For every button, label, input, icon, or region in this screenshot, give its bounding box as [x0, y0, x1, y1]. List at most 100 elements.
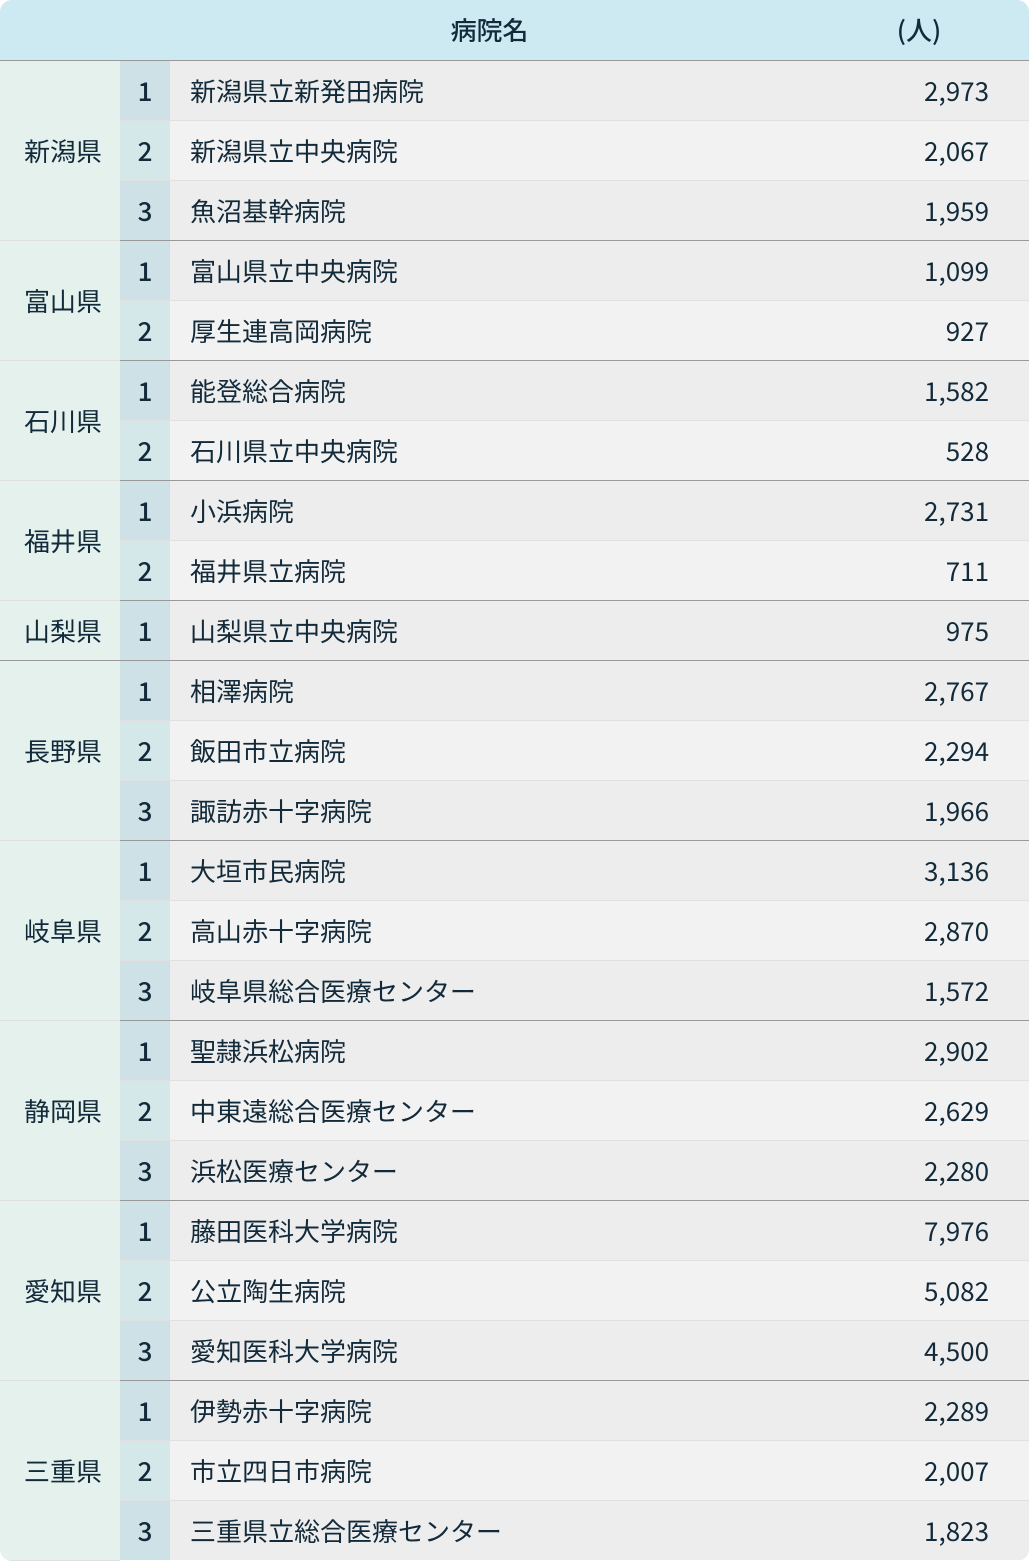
value-cell: 2,067: [809, 120, 1029, 180]
header-blank-pref: [0, 0, 120, 60]
table-row: 石川県1能登総合病院1,582: [0, 360, 1029, 420]
value-cell: 975: [809, 600, 1029, 660]
rank-cell: 3: [120, 780, 170, 840]
value-cell: 1,572: [809, 960, 1029, 1020]
hospital-name-cell: 聖隷浜松病院: [170, 1020, 809, 1080]
hospital-name-cell: 山梨県立中央病院: [170, 600, 809, 660]
table-row: 静岡県1聖隷浜松病院2,902: [0, 1020, 1029, 1080]
table-row: 2公立陶生病院5,082: [0, 1260, 1029, 1320]
table-row: 富山県1富山県立中央病院1,099: [0, 240, 1029, 300]
hospital-name-cell: 福井県立病院: [170, 540, 809, 600]
rank-cell: 1: [120, 1380, 170, 1440]
value-cell: 1,959: [809, 180, 1029, 240]
header-value: (人): [809, 0, 1029, 60]
hospital-name-cell: 市立四日市病院: [170, 1440, 809, 1500]
table-row: 2中東遠総合医療センター2,629: [0, 1080, 1029, 1140]
table-row: 3岐阜県総合医療センター1,572: [0, 960, 1029, 1020]
hospital-name-cell: 中東遠総合医療センター: [170, 1080, 809, 1140]
rank-cell: 2: [120, 900, 170, 960]
rank-cell: 2: [120, 1440, 170, 1500]
prefecture-cell: 石川県: [0, 360, 120, 480]
hospital-name-cell: 伊勢赤十字病院: [170, 1380, 809, 1440]
rank-cell: 3: [120, 180, 170, 240]
value-cell: 1,582: [809, 360, 1029, 420]
value-cell: 3,136: [809, 840, 1029, 900]
hospital-name-cell: 藤田医科大学病院: [170, 1200, 809, 1260]
hospital-name-cell: 公立陶生病院: [170, 1260, 809, 1320]
hospital-name-cell: 石川県立中央病院: [170, 420, 809, 480]
value-cell: 927: [809, 300, 1029, 360]
value-cell: 7,976: [809, 1200, 1029, 1260]
rank-cell: 2: [120, 720, 170, 780]
table-row: 2高山赤十字病院2,870: [0, 900, 1029, 960]
table-body: 新潟県1新潟県立新発田病院2,9732新潟県立中央病院2,0673魚沼基幹病院1…: [0, 60, 1029, 1560]
value-cell: 2,902: [809, 1020, 1029, 1080]
prefecture-cell: 静岡県: [0, 1020, 120, 1200]
hospital-name-cell: 小浜病院: [170, 480, 809, 540]
value-cell: 4,500: [809, 1320, 1029, 1380]
prefecture-cell: 長野県: [0, 660, 120, 840]
table-row: 3諏訪赤十字病院1,966: [0, 780, 1029, 840]
rank-cell: 1: [120, 60, 170, 120]
hospital-name-cell: 能登総合病院: [170, 360, 809, 420]
hospital-name-cell: 浜松医療センター: [170, 1140, 809, 1200]
value-cell: 1,099: [809, 240, 1029, 300]
value-cell: 5,082: [809, 1260, 1029, 1320]
rank-cell: 1: [120, 240, 170, 300]
prefecture-cell: 愛知県: [0, 1200, 120, 1380]
prefecture-cell: 三重県: [0, 1380, 120, 1560]
table-row: 3愛知医科大学病院4,500: [0, 1320, 1029, 1380]
table-row: 3魚沼基幹病院1,959: [0, 180, 1029, 240]
rank-cell: 1: [120, 360, 170, 420]
value-cell: 1,966: [809, 780, 1029, 840]
value-cell: 2,870: [809, 900, 1029, 960]
rank-cell: 1: [120, 600, 170, 660]
table-row: 新潟県1新潟県立新発田病院2,973: [0, 60, 1029, 120]
table-row: 2新潟県立中央病院2,067: [0, 120, 1029, 180]
hospital-name-cell: 魚沼基幹病院: [170, 180, 809, 240]
value-cell: 711: [809, 540, 1029, 600]
table-row: 愛知県1藤田医科大学病院7,976: [0, 1200, 1029, 1260]
hospital-name-cell: 新潟県立中央病院: [170, 120, 809, 180]
value-cell: 2,007: [809, 1440, 1029, 1500]
header-row: 病院名 (人): [0, 0, 1029, 60]
value-cell: 2,629: [809, 1080, 1029, 1140]
hospital-name-cell: 厚生連高岡病院: [170, 300, 809, 360]
table-row: 三重県1伊勢赤十字病院2,289: [0, 1380, 1029, 1440]
rank-cell: 1: [120, 480, 170, 540]
rank-cell: 3: [120, 960, 170, 1020]
table-row: 山梨県1山梨県立中央病院975: [0, 600, 1029, 660]
hospital-table: 病院名 (人) 新潟県1新潟県立新発田病院2,9732新潟県立中央病院2,067…: [0, 0, 1029, 1561]
rank-cell: 3: [120, 1320, 170, 1380]
rank-cell: 1: [120, 660, 170, 720]
table-row: 福井県1小浜病院2,731: [0, 480, 1029, 540]
rank-cell: 2: [120, 300, 170, 360]
hospital-name-cell: 飯田市立病院: [170, 720, 809, 780]
rank-cell: 1: [120, 1020, 170, 1080]
table-row: 2市立四日市病院2,007: [0, 1440, 1029, 1500]
hospital-name-cell: 新潟県立新発田病院: [170, 60, 809, 120]
value-cell: 2,294: [809, 720, 1029, 780]
rank-cell: 2: [120, 1080, 170, 1140]
hospital-name-cell: 岐阜県総合医療センター: [170, 960, 809, 1020]
table-row: 2厚生連高岡病院927: [0, 300, 1029, 360]
rank-cell: 2: [120, 120, 170, 180]
rank-cell: 2: [120, 1260, 170, 1320]
hospital-name-cell: 相澤病院: [170, 660, 809, 720]
value-cell: 2,767: [809, 660, 1029, 720]
value-cell: 2,289: [809, 1380, 1029, 1440]
table-row: 2福井県立病院711: [0, 540, 1029, 600]
table-row: 長野県1相澤病院2,767: [0, 660, 1029, 720]
table-row: 岐阜県1大垣市民病院3,136: [0, 840, 1029, 900]
hospital-name-cell: 愛知医科大学病院: [170, 1320, 809, 1380]
prefecture-cell: 岐阜県: [0, 840, 120, 1020]
rank-cell: 1: [120, 840, 170, 900]
value-cell: 2,973: [809, 60, 1029, 120]
rank-cell: 1: [120, 1200, 170, 1260]
hospital-name-cell: 富山県立中央病院: [170, 240, 809, 300]
hospital-name-cell: 大垣市民病院: [170, 840, 809, 900]
hospital-name-cell: 高山赤十字病院: [170, 900, 809, 960]
table-row: 3浜松医療センター2,280: [0, 1140, 1029, 1200]
value-cell: 2,280: [809, 1140, 1029, 1200]
value-cell: 1,823: [809, 1500, 1029, 1560]
